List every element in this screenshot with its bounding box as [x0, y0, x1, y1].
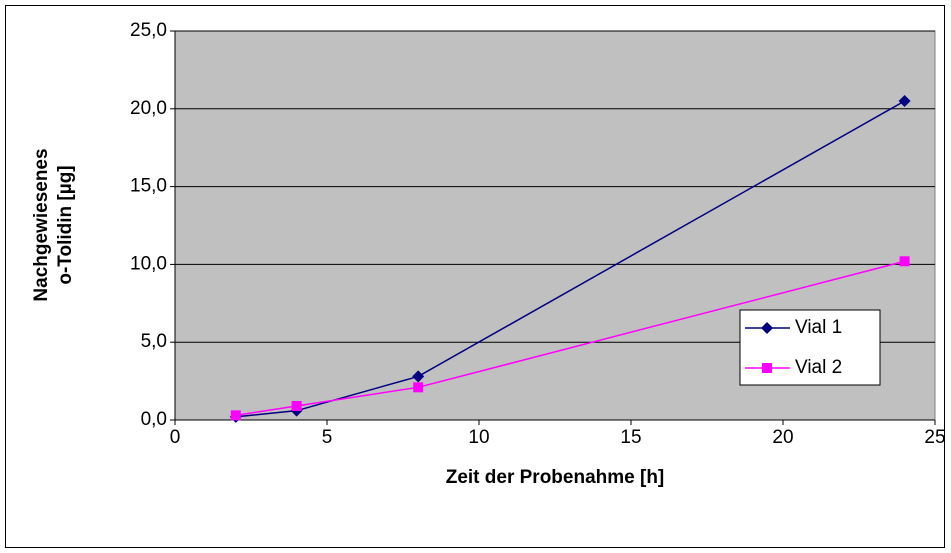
marker: [230, 410, 241, 421]
y-axis-label: Nachgewiesenes o-Tolidin [µg]: [31, 148, 76, 301]
x-tick-label: 15: [620, 427, 641, 448]
y-tick-label: 25,0: [130, 20, 167, 41]
x-axis-label: Zeit der Probenahme [h]: [446, 467, 665, 488]
marker: [412, 370, 425, 383]
marker: [761, 322, 773, 334]
x-tick-label: 25: [924, 427, 945, 448]
series-line: [235, 260, 905, 417]
legend-label: Vial 2: [795, 357, 842, 378]
y-tick-label: 10,0: [130, 253, 167, 274]
marker: [898, 95, 911, 108]
x-tick-label: 20: [772, 427, 793, 448]
marker: [291, 400, 302, 411]
marker: [899, 256, 910, 267]
x-tick-label: 10: [468, 427, 489, 448]
series-line: [235, 100, 905, 418]
y-tick-label: 20,0: [130, 98, 167, 119]
x-tick-label: 5: [322, 427, 333, 448]
x-tick-label: 0: [170, 427, 181, 448]
legend-label: Vial 1: [795, 317, 842, 338]
y-tick-label: 5,0: [141, 331, 167, 352]
y-tick-label: 0,0: [141, 409, 167, 430]
y-axis-label-line: Nachgewiesenes: [31, 148, 52, 301]
y-axis-label-line: o-Tolidin [µg]: [55, 165, 76, 284]
legend-box: [739, 309, 881, 386]
y-tick-label: 15,0: [130, 176, 167, 197]
marker: [413, 382, 424, 393]
marker: [762, 363, 772, 373]
